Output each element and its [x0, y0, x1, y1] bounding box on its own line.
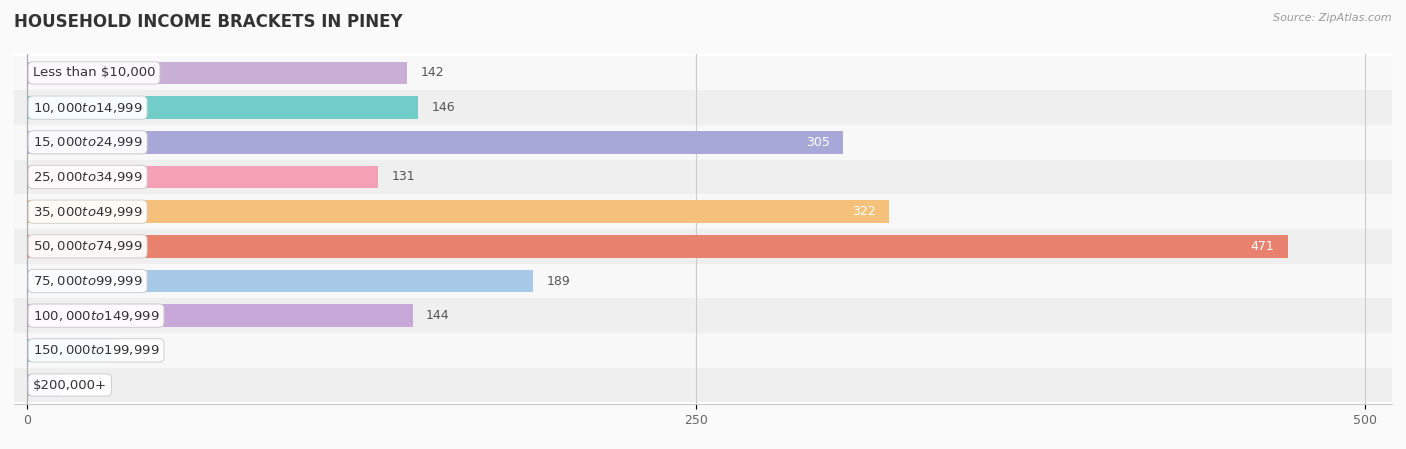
Text: $35,000 to $49,999: $35,000 to $49,999 [32, 205, 142, 219]
Text: 305: 305 [806, 136, 830, 149]
Text: 131: 131 [391, 171, 415, 184]
Bar [14, 264, 1392, 298]
Bar [28, 97, 418, 119]
Bar [28, 62, 408, 84]
Text: 322: 322 [852, 205, 876, 218]
Text: 144: 144 [426, 309, 450, 322]
Text: $50,000 to $74,999: $50,000 to $74,999 [32, 239, 142, 253]
Text: $10,000 to $14,999: $10,000 to $14,999 [32, 101, 142, 114]
Bar [14, 333, 1392, 368]
Bar [14, 368, 1392, 402]
Text: 189: 189 [547, 274, 571, 287]
Text: $100,000 to $149,999: $100,000 to $149,999 [32, 308, 159, 323]
Bar [14, 56, 1392, 90]
Text: $75,000 to $99,999: $75,000 to $99,999 [32, 274, 142, 288]
Text: $15,000 to $24,999: $15,000 to $24,999 [32, 135, 142, 150]
Bar [28, 339, 112, 361]
Bar [14, 160, 1392, 194]
Text: HOUSEHOLD INCOME BRACKETS IN PINEY: HOUSEHOLD INCOME BRACKETS IN PINEY [14, 13, 402, 31]
Bar [28, 131, 844, 154]
Text: 142: 142 [420, 66, 444, 79]
Bar [28, 200, 889, 223]
Text: $150,000 to $199,999: $150,000 to $199,999 [32, 343, 159, 357]
Bar [14, 229, 1392, 264]
Text: Source: ZipAtlas.com: Source: ZipAtlas.com [1274, 13, 1392, 23]
Text: 32: 32 [127, 344, 142, 357]
Bar [28, 235, 1288, 258]
Bar [28, 374, 62, 396]
Bar [28, 166, 378, 188]
Text: Less than $10,000: Less than $10,000 [32, 66, 155, 79]
Text: 146: 146 [432, 101, 456, 114]
Text: 13: 13 [76, 379, 91, 392]
Bar [28, 270, 533, 292]
Bar [14, 125, 1392, 160]
Bar [14, 194, 1392, 229]
Bar [14, 298, 1392, 333]
Bar [28, 304, 413, 327]
Text: 471: 471 [1250, 240, 1274, 253]
Text: $25,000 to $34,999: $25,000 to $34,999 [32, 170, 142, 184]
Text: $200,000+: $200,000+ [32, 379, 107, 392]
Bar [14, 90, 1392, 125]
